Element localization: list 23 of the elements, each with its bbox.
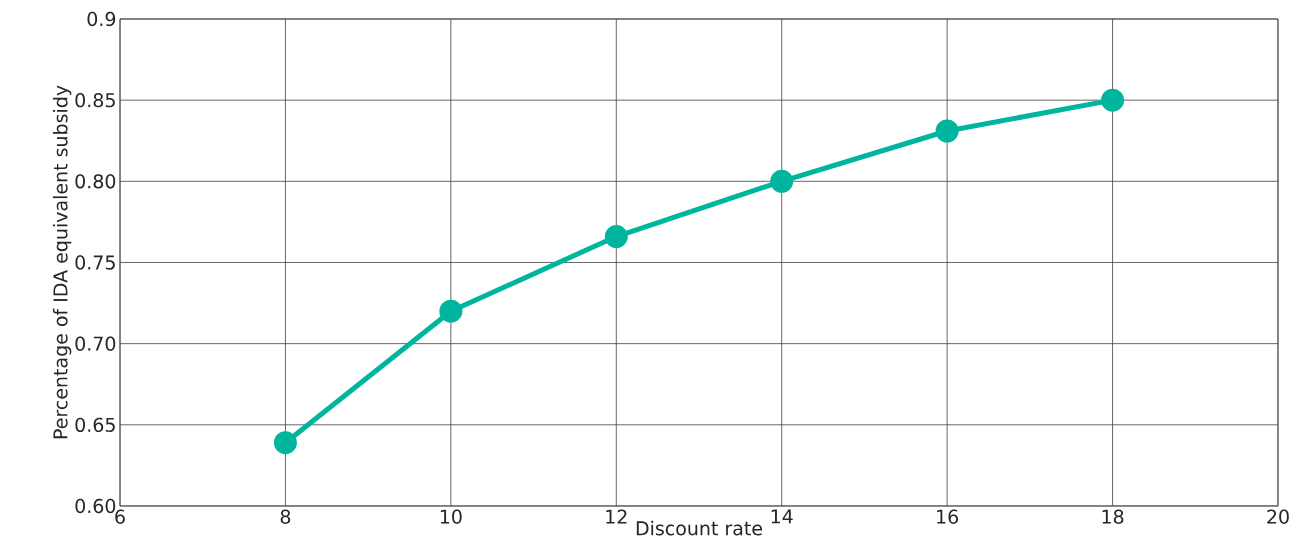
x-tick-label: 12 xyxy=(606,509,627,524)
point xyxy=(273,431,297,455)
x-axis-title: Discount rate xyxy=(636,520,763,536)
y-axis-title: Percentage of IDA equivalent subsidy xyxy=(52,85,72,439)
x-tick-label: 8 xyxy=(280,509,291,524)
y-tick-label: 0.60 xyxy=(75,498,116,514)
x-tick-label: 14 xyxy=(771,509,793,524)
x-tick-label: 10 xyxy=(440,509,462,524)
x-tick-label: 16 xyxy=(937,509,959,524)
point xyxy=(1101,88,1125,112)
x-tick-label: 6 xyxy=(115,509,125,524)
point xyxy=(935,119,959,143)
y-tick-label: 0.85 xyxy=(75,92,115,108)
y-tick-label: 0.65 xyxy=(75,417,115,432)
point xyxy=(770,169,794,193)
y-tick-label: 0.80 xyxy=(75,174,116,189)
y-tick-label: 0.75 xyxy=(75,255,115,270)
y-tick-label: 0.9 xyxy=(87,11,116,27)
x-tick-label: 18 xyxy=(1102,509,1124,524)
point xyxy=(439,299,463,323)
x-tick-label: 20 xyxy=(1267,509,1289,524)
y-tick-label: 0.70 xyxy=(75,336,116,351)
point xyxy=(604,225,628,249)
